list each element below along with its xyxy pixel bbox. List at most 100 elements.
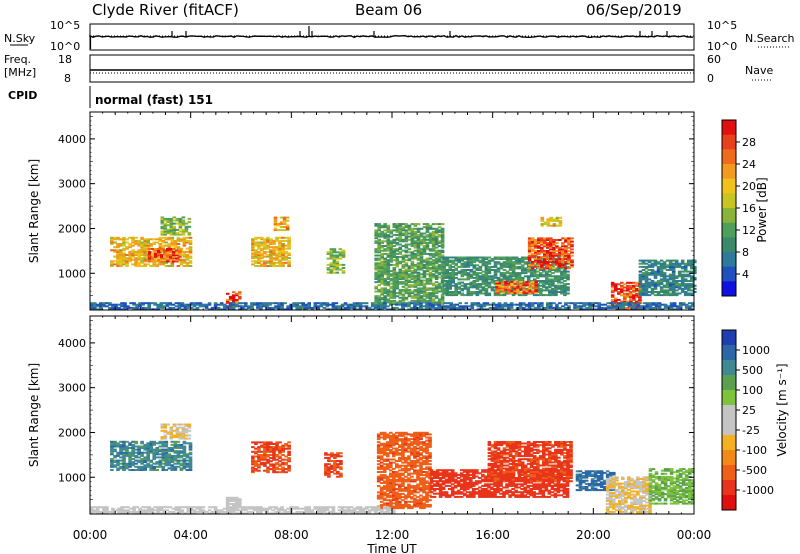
data-cell	[113, 443, 117, 446]
data-cell	[511, 264, 516, 267]
data-cell	[554, 289, 558, 292]
data-cell	[380, 267, 384, 269]
data-cell	[431, 292, 436, 295]
data-cell	[131, 469, 135, 471]
data-cell	[178, 224, 183, 227]
data-cell	[163, 219, 168, 222]
data-cell	[266, 458, 270, 461]
data-cell	[476, 302, 481, 305]
data-cell	[166, 219, 171, 222]
data-cell	[376, 441, 381, 444]
data-cell	[693, 284, 697, 287]
colorbar-swatch	[722, 120, 736, 135]
data-cell	[281, 257, 285, 260]
data-cell	[119, 459, 123, 462]
data-cell	[551, 283, 555, 286]
data-cell	[533, 302, 538, 305]
data-cell	[260, 241, 264, 244]
data-cell	[179, 462, 184, 465]
data-cell	[181, 230, 186, 233]
data-cell	[422, 301, 427, 304]
data-cell	[304, 306, 308, 309]
data-cell	[525, 291, 529, 294]
data-cell	[99, 308, 103, 311]
colorbar-swatch	[722, 193, 736, 209]
data-cell	[332, 271, 337, 274]
data-cell	[626, 306, 630, 309]
data-cell	[395, 303, 399, 306]
data-cell	[266, 244, 270, 247]
data-cell	[464, 302, 469, 305]
data-cell	[531, 291, 535, 294]
data-cell	[269, 265, 273, 267]
data-cell	[398, 282, 403, 285]
data-cell	[425, 287, 430, 290]
data-cell	[510, 280, 514, 283]
data-cell	[458, 302, 462, 305]
data-cell	[623, 300, 627, 303]
data-cell	[466, 262, 471, 265]
data-cell	[376, 485, 381, 488]
data-cell	[422, 259, 427, 262]
data-cell	[281, 468, 285, 471]
data-cell	[254, 452, 258, 455]
data-cell	[163, 425, 168, 428]
data-cell	[437, 282, 442, 285]
data-cell	[167, 450, 172, 453]
data-cell	[398, 252, 403, 255]
data-cell	[379, 303, 384, 306]
data-cell	[282, 226, 287, 228]
data-cell	[268, 308, 272, 311]
data-cell	[475, 283, 480, 286]
data-cell	[653, 272, 658, 275]
data-cell	[143, 255, 147, 258]
data-cell	[566, 289, 570, 292]
data-cell	[445, 258, 449, 260]
data-cell	[398, 227, 403, 230]
data-cell	[379, 447, 384, 450]
data-cell	[503, 305, 508, 308]
data-cell	[185, 250, 190, 253]
data-cell	[460, 269, 465, 271]
data-cell	[516, 291, 520, 294]
data-cell	[379, 449, 384, 451]
cpid-text: normal (fast) 151	[95, 93, 213, 107]
data-cell	[434, 276, 439, 279]
data-cell	[585, 308, 589, 311]
data-cell	[437, 285, 442, 288]
data-cell	[678, 305, 683, 308]
data-cell	[570, 251, 574, 254]
data-cell	[383, 245, 387, 247]
data-cell	[537, 267, 541, 270]
data-cell	[152, 454, 156, 457]
data-cell	[128, 462, 132, 465]
data-cell	[675, 306, 680, 309]
data-cell	[552, 246, 556, 249]
data-cell	[413, 279, 418, 282]
data-cell	[166, 258, 170, 261]
data-cell	[422, 245, 427, 247]
data-cell	[469, 269, 474, 271]
data-cell	[177, 305, 182, 308]
data-cell	[182, 459, 187, 462]
data-cell	[263, 239, 267, 242]
data-cell	[380, 292, 384, 295]
data-cell	[407, 265, 412, 268]
data-cell	[422, 298, 427, 301]
data-cell	[185, 258, 190, 261]
data-cell	[558, 253, 562, 256]
data-cell	[668, 281, 673, 284]
data-cell	[401, 278, 406, 280]
data-cell	[407, 290, 412, 293]
data-cell	[376, 444, 381, 447]
data-cell	[508, 276, 513, 279]
data-cell	[156, 308, 160, 311]
data-cell	[413, 237, 418, 240]
data-cell	[514, 258, 519, 260]
data-cell	[677, 275, 682, 278]
data-cell	[266, 265, 270, 267]
data-cell	[404, 268, 409, 271]
data-cell	[160, 254, 164, 257]
data-cell	[690, 286, 694, 289]
data-cell	[693, 278, 697, 281]
